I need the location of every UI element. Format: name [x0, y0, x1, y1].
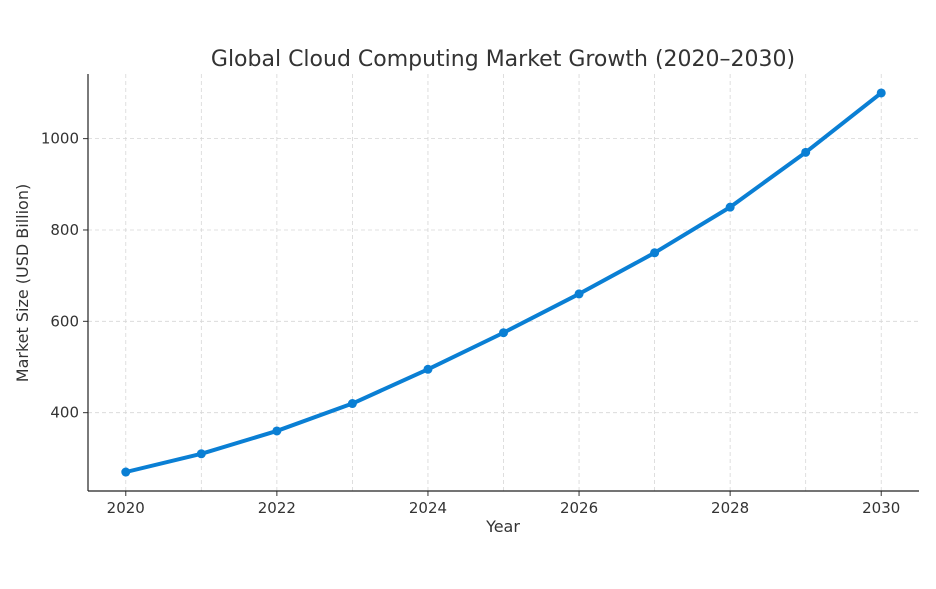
- data-point: [272, 426, 282, 436]
- x-tick-label: 2028: [711, 499, 749, 517]
- chart-title: Global Cloud Computing Market Growth (20…: [211, 47, 795, 72]
- data-point: [725, 202, 735, 212]
- x-axis-label: Year: [485, 517, 520, 536]
- x-tick-label: 2024: [409, 499, 447, 517]
- data-point: [499, 328, 508, 338]
- y-tick-label: 1000: [41, 130, 79, 148]
- series-line: [125, 91, 883, 474]
- data-point: [347, 399, 357, 409]
- data-point: [121, 467, 131, 477]
- y-axis-label: Market Size (USD Billion): [13, 184, 32, 382]
- data-point: [196, 449, 206, 459]
- data-point: [574, 289, 584, 299]
- grid: [88, 74, 919, 491]
- y-tick-label: 600: [50, 312, 79, 330]
- data-point: [876, 88, 886, 98]
- axes: [83, 74, 919, 496]
- data-point: [650, 248, 660, 258]
- x-tick-label: 2026: [560, 499, 598, 517]
- x-tick-label: 2022: [258, 499, 296, 517]
- tick-labels: 400 600 800 1000 2020 2022 2024 2026 2028 2030: [41, 130, 901, 517]
- y-tick-label: 800: [50, 221, 79, 239]
- x-tick-label: 2020: [107, 499, 145, 517]
- y-tick-label: 400: [50, 404, 79, 422]
- series-group: [121, 88, 886, 477]
- x-tick-label: 2030: [862, 499, 900, 517]
- data-point: [801, 147, 811, 157]
- data-point: [423, 364, 433, 374]
